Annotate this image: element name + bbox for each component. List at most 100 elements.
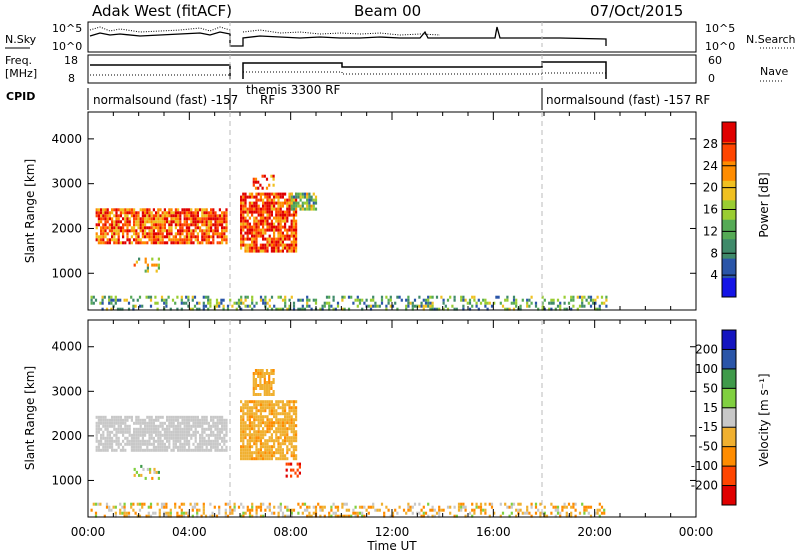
- echo-cell: [312, 298, 315, 302]
- echo-cell: [286, 514, 289, 518]
- echo-cell: [132, 508, 135, 512]
- echo-cell: [288, 427, 291, 431]
- echo-cell: [265, 387, 269, 390]
- echo-cell: [251, 502, 254, 506]
- echo-cell: [172, 445, 175, 449]
- echo-cell: [221, 415, 224, 419]
- echo-cell: [292, 222, 295, 226]
- echo-cell: [435, 295, 439, 299]
- echo-cell: [185, 448, 188, 452]
- plot-title: Adak West (fitACF): [92, 2, 232, 20]
- echo-cell: [141, 208, 144, 212]
- echo-cell: [157, 448, 160, 452]
- echo-cell: [517, 508, 520, 512]
- echo-cell: [262, 301, 265, 305]
- echo-cell: [252, 387, 255, 390]
- echo-cell: [279, 457, 282, 461]
- echo-cell: [266, 400, 269, 404]
- echo-cell: [275, 201, 278, 205]
- echo-cell: [203, 211, 206, 215]
- echo-cell: [159, 439, 162, 443]
- echo-cell: [177, 223, 180, 227]
- echo-cell: [185, 229, 188, 233]
- echo-cell: [144, 430, 147, 434]
- colorbar-tick-label: 200: [695, 342, 718, 356]
- echo-cell: [484, 298, 487, 302]
- echo-cell: [106, 232, 109, 236]
- echo-cell: [214, 448, 217, 452]
- echo-cell: [172, 442, 175, 446]
- echo-cell: [268, 381, 271, 384]
- echo-cell: [110, 508, 113, 512]
- echo-cell: [159, 238, 162, 242]
- echo-cell: [270, 222, 273, 226]
- echo-cell: [264, 445, 267, 449]
- echo-cell: [259, 207, 262, 211]
- echo-cell: [108, 223, 111, 227]
- echo-cell: [290, 246, 293, 250]
- echo-cell: [268, 234, 271, 238]
- echo-cell: [240, 201, 243, 205]
- echo-cell: [259, 298, 263, 302]
- echo-cell: [328, 307, 331, 311]
- echo-cell: [248, 445, 251, 449]
- echo-cell: [113, 226, 116, 230]
- echo-cell: [275, 427, 278, 431]
- echo-cell: [273, 415, 276, 419]
- echo-cell: [242, 427, 245, 431]
- echo-cell: [210, 430, 213, 434]
- echo-cell: [288, 298, 291, 302]
- echo-cell: [161, 448, 164, 452]
- x-tick-label: 04:00: [172, 525, 207, 539]
- echo-cell: [214, 226, 217, 230]
- echo-cell: [240, 445, 243, 449]
- echo-cell: [343, 502, 346, 506]
- echo-cell: [182, 511, 186, 515]
- echo-cell: [138, 295, 142, 299]
- echo-cell: [166, 427, 169, 431]
- echo-cell: [207, 298, 210, 302]
- echo-cell: [117, 223, 120, 227]
- echo-cell: [104, 217, 107, 221]
- echo-cell: [204, 304, 208, 308]
- echo-cell: [265, 381, 269, 384]
- echo-cell: [148, 220, 151, 224]
- echo-cell: [97, 241, 100, 245]
- echo-cell: [205, 220, 208, 224]
- echo-cell: [146, 424, 149, 428]
- echo-cell: [159, 217, 162, 221]
- echo-cell: [95, 208, 98, 212]
- echo-cell: [221, 241, 224, 245]
- echo-cell: [188, 427, 191, 431]
- echo-cell: [290, 234, 293, 238]
- echo-cell: [135, 238, 138, 242]
- echo-cell: [548, 307, 551, 311]
- echo-cell: [242, 454, 245, 458]
- echo-cell: [265, 177, 269, 181]
- echo-cell: [133, 217, 136, 221]
- echo-cell: [295, 457, 298, 461]
- echo-cell: [203, 208, 206, 212]
- echo-cell: [94, 502, 98, 506]
- echo-cell: [124, 442, 127, 446]
- echo-cell: [270, 243, 273, 247]
- echo-cell: [111, 229, 114, 233]
- echo-cell: [279, 243, 282, 247]
- echo-cell: [268, 505, 271, 509]
- echo-cell: [332, 511, 335, 515]
- echo-cell: [144, 217, 147, 221]
- echo-cell: [279, 448, 282, 452]
- echo-cell: [146, 448, 149, 452]
- echo-cell: [539, 502, 542, 506]
- echo-cell: [255, 301, 258, 305]
- echo-cell: [288, 210, 291, 214]
- echo-cell: [275, 433, 278, 437]
- echo-cell: [188, 214, 191, 218]
- echo-cell: [242, 418, 245, 422]
- echo-cell: [244, 195, 247, 199]
- echo-cell: [534, 502, 538, 506]
- echo-cell: [122, 235, 125, 239]
- echo-cell: [429, 307, 432, 311]
- echo-cell: [484, 508, 487, 512]
- echo-cell: [150, 421, 153, 425]
